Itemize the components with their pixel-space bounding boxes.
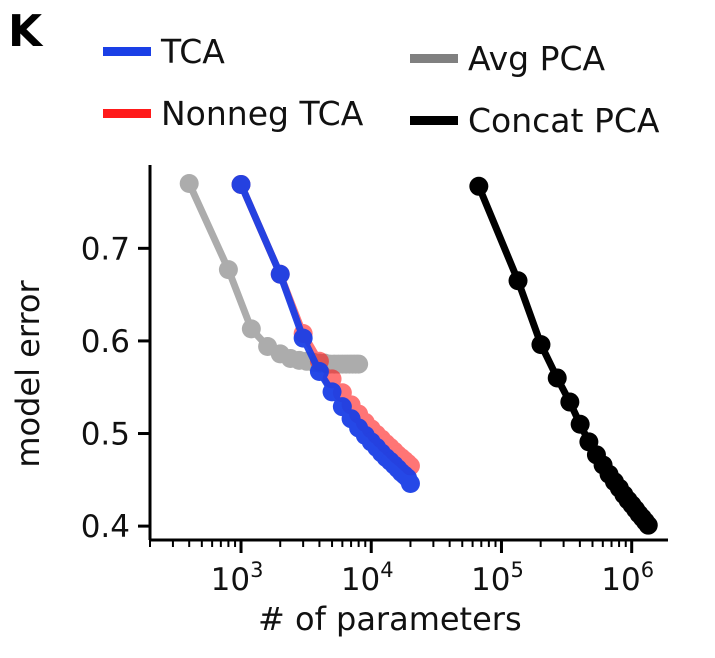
panel-label: K [8,6,43,57]
x-tick-label: 104 [341,558,394,598]
series-line-nonneg-tca [237,183,413,469]
data-point-avg-pca [241,319,261,339]
data-point-tca [231,174,251,194]
data-point-concat-pca [570,414,590,434]
legend-swatch-nonneg-tca [103,109,151,118]
series-line-concat-pca [475,184,652,528]
data-point-concat-pca [547,368,567,388]
data-point-avg-pca [179,174,199,194]
data-point-concat-pca [469,176,489,196]
data-point-concat-pca [531,335,551,355]
x-tick-label: 105 [471,558,524,598]
legend-label-concat-pca: Concat PCA [468,101,660,140]
data-point-tca [309,361,329,381]
series-concat-pca [469,176,658,535]
data-point-avg-pca [349,354,369,374]
y-tick-label: 0.5 [81,417,130,453]
data-point-tca [322,382,342,402]
data-point-tca [293,328,313,348]
data-point-concat-pca [560,392,580,412]
x-axis-title: # of parameters [258,600,522,638]
legend-item-nonneg-tca: Nonneg TCA [103,94,363,133]
legend-item-tca: TCA [103,32,225,71]
data-point-avg-pca [218,260,238,280]
legend-swatch-avg-pca [410,54,458,63]
y-axis-title: model error [9,280,48,468]
legend-label-tca: TCA [161,32,225,71]
legend-swatch-concat-pca [410,116,458,125]
legend-label-nonneg-tca: Nonneg TCA [161,94,364,133]
legend-item-avg-pca: Avg PCA [410,39,605,78]
data-point-tca [400,474,420,494]
x-tick-label: 106 [601,558,654,598]
data-point-concat-pca [638,515,658,535]
y-tick-label: 0.4 [81,509,130,545]
legend-swatch-tca [103,47,151,56]
legend-item-concat-pca: Concat PCA [410,101,659,140]
legend-label-avg-pca: Avg PCA [468,39,606,78]
data-point-concat-pca [508,271,528,291]
data-point-tca [270,264,290,284]
series-tca [231,174,420,494]
x-tick-label: 103 [211,558,264,598]
y-tick-label: 0.7 [81,231,130,267]
y-tick-label: 0.6 [81,324,130,360]
